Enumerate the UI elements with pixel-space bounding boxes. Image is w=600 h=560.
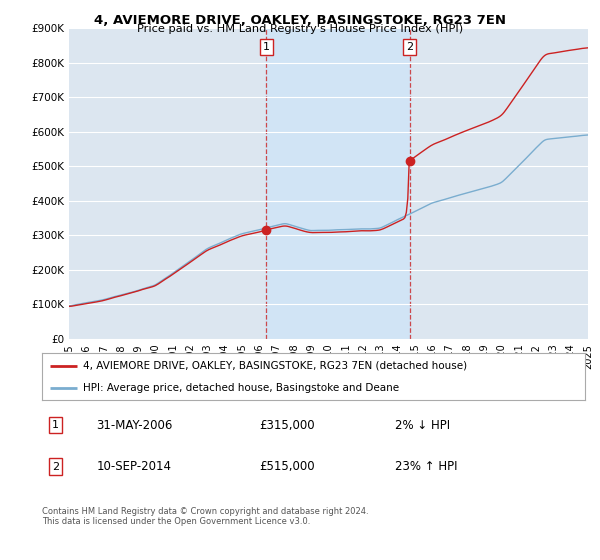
- Text: 2: 2: [406, 42, 413, 52]
- Text: 31-MAY-2006: 31-MAY-2006: [97, 418, 173, 432]
- Text: 1: 1: [52, 420, 59, 430]
- Bar: [266, 28, 410, 339]
- Text: HPI: Average price, detached house, Basingstoke and Deane: HPI: Average price, detached house, Basi…: [83, 382, 399, 393]
- Text: 10-SEP-2014: 10-SEP-2014: [97, 460, 172, 473]
- Text: Price paid vs. HM Land Registry's House Price Index (HPI): Price paid vs. HM Land Registry's House …: [137, 24, 463, 34]
- Text: 4, AVIEMORE DRIVE, OAKLEY, BASINGSTOKE, RG23 7EN: 4, AVIEMORE DRIVE, OAKLEY, BASINGSTOKE, …: [94, 14, 506, 27]
- Text: 4, AVIEMORE DRIVE, OAKLEY, BASINGSTOKE, RG23 7EN (detached house): 4, AVIEMORE DRIVE, OAKLEY, BASINGSTOKE, …: [83, 361, 467, 371]
- Text: £515,000: £515,000: [259, 460, 315, 473]
- Text: 2: 2: [52, 462, 59, 472]
- Text: 2% ↓ HPI: 2% ↓ HPI: [395, 418, 450, 432]
- Text: 1: 1: [263, 42, 270, 52]
- Text: Contains HM Land Registry data © Crown copyright and database right 2024.
This d: Contains HM Land Registry data © Crown c…: [42, 507, 368, 526]
- Text: 23% ↑ HPI: 23% ↑ HPI: [395, 460, 457, 473]
- Text: £315,000: £315,000: [259, 418, 315, 432]
